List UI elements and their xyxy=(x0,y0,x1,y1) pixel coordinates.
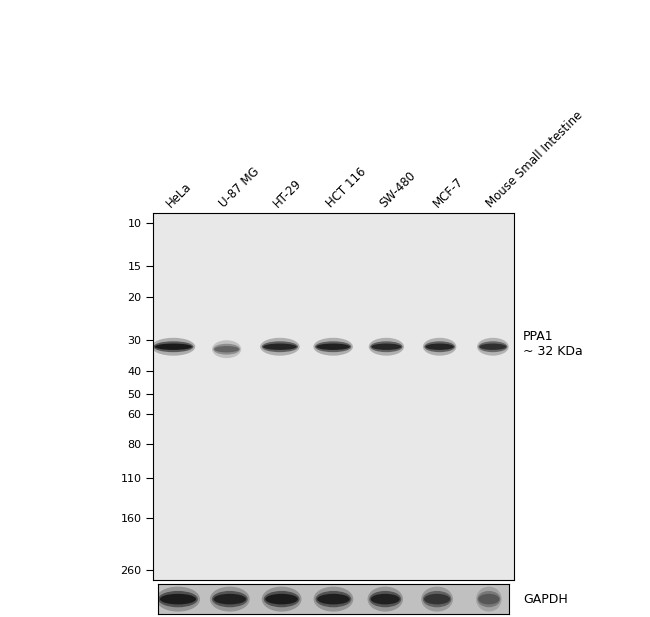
Ellipse shape xyxy=(424,594,450,605)
Ellipse shape xyxy=(421,587,453,611)
Ellipse shape xyxy=(313,337,353,355)
Ellipse shape xyxy=(153,341,194,352)
Ellipse shape xyxy=(212,591,248,607)
Ellipse shape xyxy=(477,337,509,355)
Ellipse shape xyxy=(426,344,454,350)
Ellipse shape xyxy=(477,591,500,607)
Ellipse shape xyxy=(317,344,350,350)
Ellipse shape xyxy=(313,587,354,611)
Ellipse shape xyxy=(263,344,296,350)
Ellipse shape xyxy=(476,587,502,611)
Ellipse shape xyxy=(213,594,246,605)
Ellipse shape xyxy=(370,341,402,352)
Ellipse shape xyxy=(371,344,401,350)
Ellipse shape xyxy=(156,587,200,611)
Ellipse shape xyxy=(160,594,196,605)
Ellipse shape xyxy=(213,344,240,355)
Ellipse shape xyxy=(210,587,250,611)
Ellipse shape xyxy=(151,337,195,355)
Ellipse shape xyxy=(369,337,404,355)
Ellipse shape xyxy=(315,591,352,607)
Ellipse shape xyxy=(158,591,198,607)
Ellipse shape xyxy=(262,341,298,352)
Ellipse shape xyxy=(370,594,400,605)
Ellipse shape xyxy=(265,594,298,605)
Ellipse shape xyxy=(315,341,351,352)
Ellipse shape xyxy=(422,591,451,607)
Ellipse shape xyxy=(423,337,456,355)
Ellipse shape xyxy=(317,594,350,605)
Ellipse shape xyxy=(480,344,506,350)
Ellipse shape xyxy=(424,341,455,352)
Text: PPA1
~ 32 KDa: PPA1 ~ 32 KDa xyxy=(523,330,583,358)
Ellipse shape xyxy=(478,341,508,352)
Ellipse shape xyxy=(155,344,192,350)
Ellipse shape xyxy=(214,346,239,352)
Ellipse shape xyxy=(260,337,300,355)
Ellipse shape xyxy=(212,340,241,358)
Ellipse shape xyxy=(478,594,499,605)
Text: GAPDH: GAPDH xyxy=(523,592,568,606)
Ellipse shape xyxy=(367,587,403,611)
Ellipse shape xyxy=(369,591,401,607)
Ellipse shape xyxy=(262,587,302,611)
Ellipse shape xyxy=(264,591,300,607)
